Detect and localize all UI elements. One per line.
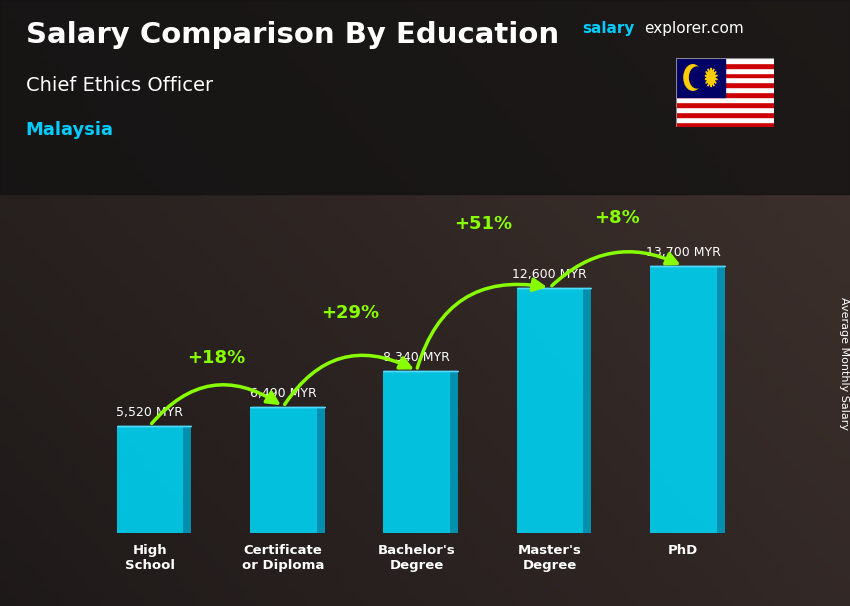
Text: Malaysia: Malaysia bbox=[26, 121, 114, 139]
Circle shape bbox=[689, 67, 704, 88]
Text: +51%: +51% bbox=[454, 215, 513, 233]
Text: +29%: +29% bbox=[320, 304, 379, 322]
Text: 6,490 MYR: 6,490 MYR bbox=[250, 387, 316, 400]
Bar bbox=[676, 58, 774, 62]
Text: +8%: +8% bbox=[593, 209, 639, 227]
Bar bbox=[116, 425, 183, 533]
Bar bbox=[676, 73, 774, 78]
Text: salary: salary bbox=[582, 21, 635, 36]
Bar bbox=[676, 67, 774, 73]
Bar bbox=[676, 118, 774, 122]
Text: Average Monthly Salary: Average Monthly Salary bbox=[839, 297, 849, 430]
Bar bbox=[676, 112, 774, 118]
FancyBboxPatch shape bbox=[183, 425, 191, 533]
Text: 12,600 MYR: 12,600 MYR bbox=[513, 268, 587, 281]
Bar bbox=[650, 266, 717, 533]
FancyBboxPatch shape bbox=[583, 288, 591, 533]
Text: +18%: +18% bbox=[187, 350, 246, 367]
Circle shape bbox=[684, 65, 702, 90]
Polygon shape bbox=[705, 68, 717, 87]
Bar bbox=[676, 92, 774, 98]
Bar bbox=[676, 102, 774, 107]
Text: Chief Ethics Officer: Chief Ethics Officer bbox=[26, 76, 212, 95]
Bar bbox=[0, 0, 850, 194]
Bar bbox=[676, 122, 774, 127]
Bar bbox=[676, 98, 774, 102]
Text: Salary Comparison By Education: Salary Comparison By Education bbox=[26, 21, 558, 49]
Bar bbox=[383, 371, 450, 533]
FancyBboxPatch shape bbox=[450, 371, 458, 533]
Bar bbox=[250, 407, 316, 533]
Bar bbox=[517, 288, 583, 533]
Text: explorer.com: explorer.com bbox=[644, 21, 744, 36]
Bar bbox=[676, 87, 774, 92]
Bar bbox=[676, 78, 774, 82]
Text: 13,700 MYR: 13,700 MYR bbox=[646, 246, 721, 259]
FancyBboxPatch shape bbox=[717, 266, 724, 533]
Bar bbox=[676, 82, 774, 87]
Bar bbox=[676, 58, 724, 98]
FancyBboxPatch shape bbox=[316, 407, 325, 533]
Text: 5,520 MYR: 5,520 MYR bbox=[116, 406, 184, 419]
Bar bbox=[676, 62, 774, 67]
Bar bbox=[676, 107, 774, 112]
Text: 8,340 MYR: 8,340 MYR bbox=[383, 351, 450, 364]
